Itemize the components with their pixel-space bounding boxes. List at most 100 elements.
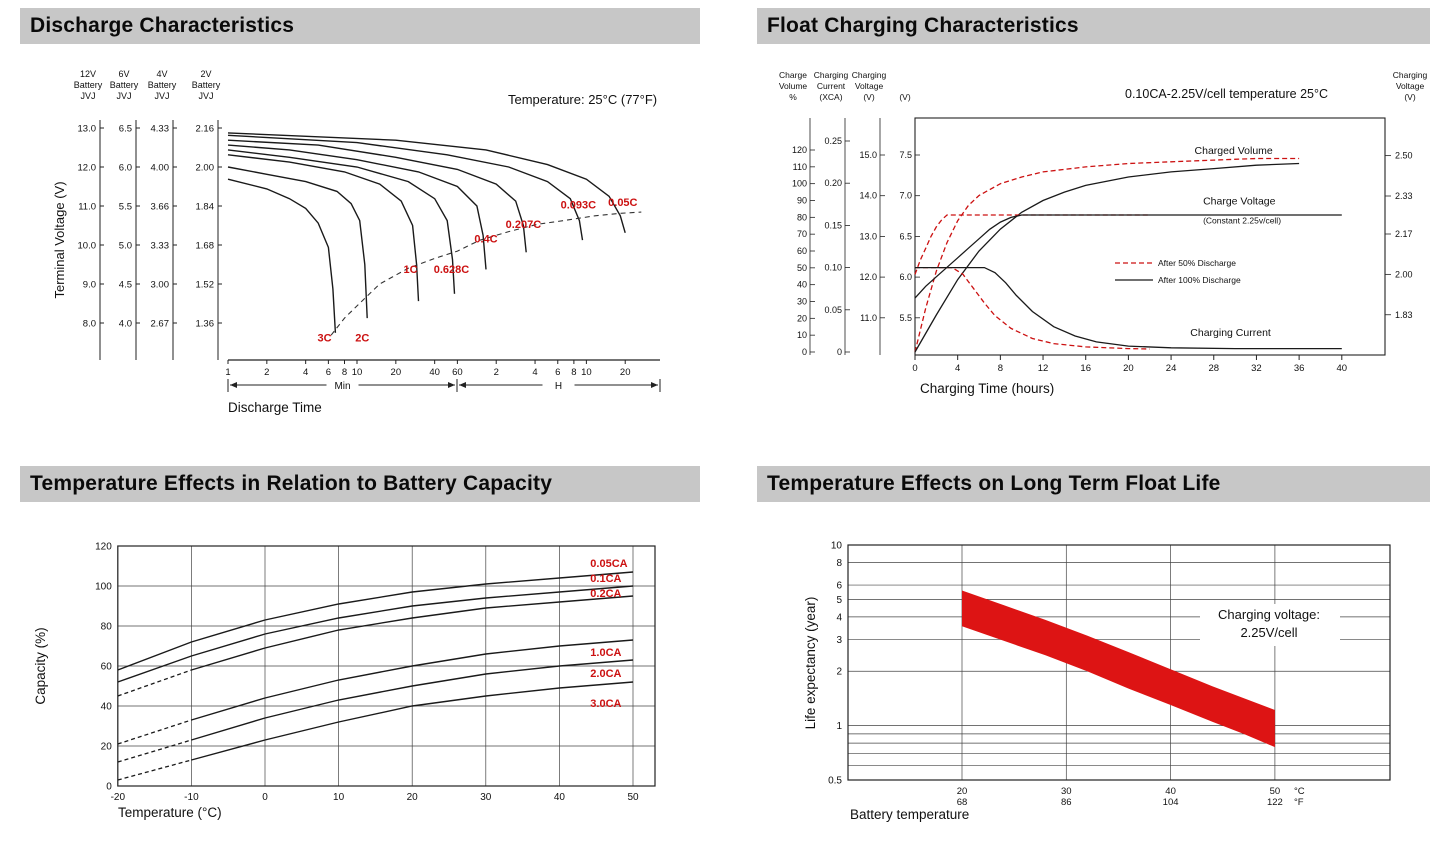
header-discharge-characteristics: Discharge Characteristics: [20, 8, 700, 44]
svg-text:5: 5: [836, 595, 842, 606]
svg-text:86: 86: [1061, 797, 1072, 808]
svg-text:2.67: 2.67: [151, 319, 170, 330]
svg-text:50: 50: [1270, 786, 1281, 797]
svg-text:7.0: 7.0: [899, 191, 912, 201]
svg-text:JVJ: JVJ: [198, 91, 213, 101]
svg-text:20: 20: [797, 313, 807, 323]
svg-text:6: 6: [326, 367, 331, 378]
x-axis-label: Discharge Time: [228, 400, 322, 415]
svg-text:(V): (V): [899, 92, 911, 102]
svg-text:12V: 12V: [80, 69, 96, 79]
svg-text:11.0: 11.0: [860, 313, 877, 323]
svg-text:10: 10: [797, 330, 807, 340]
svg-text:JVJ: JVJ: [80, 91, 95, 101]
svg-text:100: 100: [95, 582, 112, 593]
curve-label: Charge Voltage: [1203, 195, 1276, 207]
svg-text:8: 8: [342, 367, 347, 378]
svg-text:24: 24: [1166, 363, 1177, 374]
svg-text:Battery: Battery: [192, 80, 221, 90]
svg-text:40: 40: [1165, 786, 1176, 797]
svg-text:0: 0: [912, 363, 917, 374]
svg-text:4.0: 4.0: [119, 319, 132, 330]
svg-text:2V: 2V: [200, 69, 211, 79]
svg-text:6: 6: [555, 367, 560, 378]
svg-text:122: 122: [1267, 797, 1283, 808]
svg-text:JVJ: JVJ: [154, 91, 169, 101]
svg-text:1: 1: [836, 721, 842, 732]
svg-text:13.0: 13.0: [859, 231, 877, 241]
discharge-curve-0.628C: [227, 149, 456, 294]
capacity-curve-0.05CA: [117, 571, 634, 671]
svg-text:2.00: 2.00: [1395, 269, 1413, 279]
svg-text:7.5: 7.5: [899, 150, 912, 160]
x-axis-label: Battery temperature: [850, 807, 969, 822]
svg-text:104: 104: [1163, 797, 1179, 808]
svg-text:JVJ: JVJ: [116, 91, 131, 101]
svg-text:40: 40: [101, 702, 113, 713]
svg-text:4.5: 4.5: [119, 280, 132, 291]
capacity-curve-0.1CA: [117, 585, 634, 683]
y-axis-label: Capacity (%): [33, 627, 48, 704]
celsius-unit: °C: [1294, 786, 1305, 797]
annotation-line1: Charging voltage:: [1218, 607, 1320, 622]
svg-text:0: 0: [262, 792, 268, 803]
svg-text:100: 100: [792, 179, 807, 189]
svg-text:5.0: 5.0: [119, 241, 132, 252]
svg-text:20: 20: [407, 792, 419, 803]
discharge-curve-3C: [227, 178, 337, 333]
svg-text:20: 20: [620, 367, 631, 378]
svg-text:8: 8: [836, 558, 842, 569]
svg-text:12.0: 12.0: [78, 163, 97, 174]
svg-text:80: 80: [797, 212, 807, 222]
svg-text:110: 110: [793, 162, 807, 172]
svg-text:68: 68: [957, 797, 968, 808]
curve-label: (Constant 2.25v/cell): [1203, 215, 1281, 225]
svg-text:4.00: 4.00: [151, 163, 170, 174]
svg-text:-20: -20: [111, 792, 126, 803]
svg-text:Volume: Volume: [779, 81, 808, 91]
y-axis-label: Terminal Voltage (V): [52, 181, 67, 298]
svg-text:0: 0: [802, 347, 807, 357]
curve-label: 0.05C: [608, 197, 637, 209]
svg-text:Voltage: Voltage: [1396, 81, 1425, 91]
svg-text:3: 3: [836, 635, 842, 646]
x-axis-label: Charging Time (hours): [920, 381, 1054, 396]
capacity-curve-1.0CA: [191, 639, 634, 721]
svg-text:4: 4: [955, 363, 960, 374]
annotation-line2: 2.25V/cell: [1240, 625, 1297, 640]
svg-text:30: 30: [797, 296, 807, 306]
svg-text:8.0: 8.0: [83, 319, 96, 330]
curve-label: 1C: [404, 264, 418, 276]
curve-label: 2.0CA: [590, 668, 621, 680]
svg-text:2: 2: [494, 367, 499, 378]
svg-text:15.0: 15.0: [859, 150, 877, 160]
svg-text:6.0: 6.0: [899, 272, 912, 282]
discharge-characteristics-chart: 12VBatteryJVJ13.012.011.010.09.08.06VBat…: [52, 69, 661, 415]
svg-text:4.33: 4.33: [151, 124, 170, 135]
svg-text:4: 4: [303, 367, 308, 378]
discharge-curve-0.093C: [227, 134, 584, 241]
svg-text:36: 36: [1294, 363, 1305, 374]
svg-text:80: 80: [101, 622, 113, 633]
svg-text:2.50: 2.50: [1395, 151, 1413, 161]
capacity-curve-2.0CA: [191, 659, 634, 741]
float-series: [914, 162, 1300, 353]
svg-text:30: 30: [480, 792, 492, 803]
y-axis-label: Life expectancy (year): [803, 597, 818, 730]
temperature-capacity-chart: -20 -10 0 10 20 30 40 50 0 20 40 60 80 100 120 Capacity…: [33, 542, 656, 820]
fahrenheit-unit: °F: [1294, 797, 1304, 808]
discharge-curve-1C: [227, 154, 420, 302]
svg-text:4: 4: [532, 367, 537, 378]
svg-text:40: 40: [797, 280, 807, 290]
svg-text:Voltage: Voltage: [855, 81, 884, 91]
svg-text:8: 8: [571, 367, 576, 378]
svg-text:0.20: 0.20: [824, 178, 842, 188]
discharge-curve-2C: [227, 166, 368, 319]
svg-text:0: 0: [106, 782, 112, 793]
svg-text:(V): (V): [1404, 92, 1416, 102]
svg-text:10: 10: [333, 792, 345, 803]
svg-text:14.0: 14.0: [859, 191, 877, 201]
svg-text:4: 4: [836, 612, 842, 623]
